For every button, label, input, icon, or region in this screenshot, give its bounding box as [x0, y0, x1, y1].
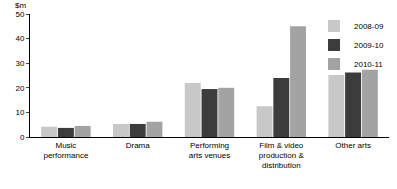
svg-text:Drama: Drama — [126, 141, 151, 150]
svg-text:2008-09: 2008-09 — [354, 22, 384, 31]
svg-text:0: 0 — [20, 133, 25, 142]
svg-text:20: 20 — [15, 84, 24, 93]
svg-text:30: 30 — [15, 59, 24, 68]
svg-text:Musicperformance: Musicperformance — [43, 141, 88, 160]
svg-text:$m: $m — [15, 1, 26, 10]
svg-text:10: 10 — [15, 108, 24, 117]
svg-text:40: 40 — [15, 34, 24, 43]
svg-text:Performingarts venues: Performingarts venues — [189, 141, 230, 160]
svg-text:Film & videoproduction &distri: Film & videoproduction &distribution — [259, 141, 305, 171]
svg-text:50: 50 — [15, 10, 24, 19]
svg-text:2009-10: 2009-10 — [354, 41, 384, 50]
svg-text:2010-11: 2010-11 — [354, 60, 383, 69]
svg-text:Other arts: Other arts — [335, 141, 371, 150]
